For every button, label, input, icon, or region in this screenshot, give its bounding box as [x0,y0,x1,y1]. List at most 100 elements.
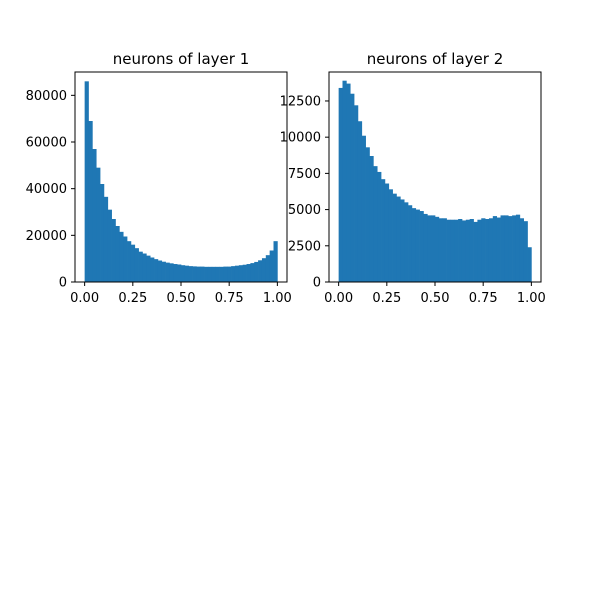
histogram-bar [84,81,89,282]
histogram-bar [234,265,240,282]
histogram-bar [361,135,366,282]
y-tick-label: 40000 [26,182,67,197]
histogram-bars [84,81,278,282]
histogram-bar [365,147,370,282]
histogram-bar [261,258,267,282]
x-tick-label: 0.25 [118,291,147,306]
histogram-bar [150,257,155,282]
histogram-bar [519,218,524,282]
histogram-bar [231,266,236,282]
histogram-bar [346,83,351,282]
x-tick-label: 0.25 [372,291,401,306]
histogram-bar [184,265,190,282]
histogram-bar [500,215,505,282]
plot-frame [328,71,542,283]
histogram-bar [527,247,532,282]
x-tick-label: 1.00 [263,291,292,306]
histogram-bar [419,211,424,282]
histogram-bar [427,215,432,282]
histogram-bar [481,218,486,282]
histogram-bar [111,219,116,282]
histogram-bar [477,219,482,282]
histogram-bar [423,213,428,282]
histogram-bar [400,199,405,282]
histogram-bar [512,215,517,282]
histogram-bar [146,255,151,282]
histogram-bar [181,265,186,282]
histogram-bar [161,261,166,282]
x-tick-label: 0.00 [324,291,353,306]
histogram-bar [485,219,490,282]
histogram-bar [134,248,139,282]
histogram-bar [219,266,224,282]
histogram-bar [130,244,136,282]
histogram-bar [442,218,447,282]
histogram-bar [435,216,440,282]
y-tick-label: 7500 [288,167,321,182]
histogram-bar [154,259,159,282]
histogram-bar [411,208,417,282]
histogram-bar [200,266,205,282]
histogram-bar [408,205,413,282]
chart-title: neurons of layer 2 [367,50,504,68]
histogram-bar [342,80,347,282]
histogram-bar [207,266,213,282]
histogram-bar [115,226,120,282]
x-tick-label: 0.50 [421,291,450,306]
x-axis-ticks: 0.00 0.25 0.50 0.75 1.00 [324,282,546,306]
histogram-bar [438,218,444,282]
histogram-bar [107,209,112,282]
histogram-bar [392,193,397,282]
histogram-bar [96,167,101,282]
plot-frame [74,71,288,283]
x-axis-ticks: 0.00 0.25 0.50 0.75 1.00 [70,282,292,306]
histogram-bar [354,105,359,282]
histogram-bar [350,93,355,282]
histogram-bar [227,266,232,282]
histogram-bar [211,266,217,282]
histogram-bar [258,260,263,282]
x-tick-label: 0.75 [215,291,244,306]
histogram-bar [254,261,259,282]
histogram-bar [450,219,455,282]
histogram-bar [357,121,363,283]
histogram-bar [523,221,528,282]
histogram-bar [196,266,201,282]
histogram-bar [169,263,174,282]
y-tick-label: 0 [313,276,321,291]
histogram-bar [265,255,270,282]
histogram-bar [100,184,105,282]
histogram-bar [223,266,228,282]
histogram-bar [384,183,390,282]
y-tick-label: 80000 [26,89,67,104]
histogram-bar [431,215,436,282]
y-axis-ticks: 0 2500 5000 7500 10000 12500 [280,94,329,291]
histogram-bar [242,264,247,282]
histogram-bar [123,236,128,282]
histogram-bar [369,156,374,282]
y-tick-label: 60000 [26,136,67,151]
histogram-bar [396,196,401,282]
histogram-bar [119,231,124,282]
histogram-bar [504,215,509,282]
histogram-bar [204,266,209,282]
histogram-bar [273,241,278,282]
histogram-bar [454,219,459,282]
histogram-bar [515,214,521,282]
histogram-bar [103,196,109,282]
histogram-bar [269,250,274,282]
histogram-layer-1: neurons of layer 1 0.00 0.25 0.50 0.75 1.00 … [26,50,292,306]
histogram-bar [458,219,463,282]
histogram-bar [488,218,494,282]
y-tick-label: 12500 [280,94,321,109]
x-tick-label: 0.00 [70,291,99,306]
histogram-bar [496,217,501,282]
y-tick-label: 0 [59,276,67,291]
histogram-bar [188,266,193,282]
y-tick-label: 5000 [288,203,321,218]
histogram-bar [142,253,147,282]
y-tick-label: 10000 [280,131,321,146]
histogram-bar [177,264,182,282]
